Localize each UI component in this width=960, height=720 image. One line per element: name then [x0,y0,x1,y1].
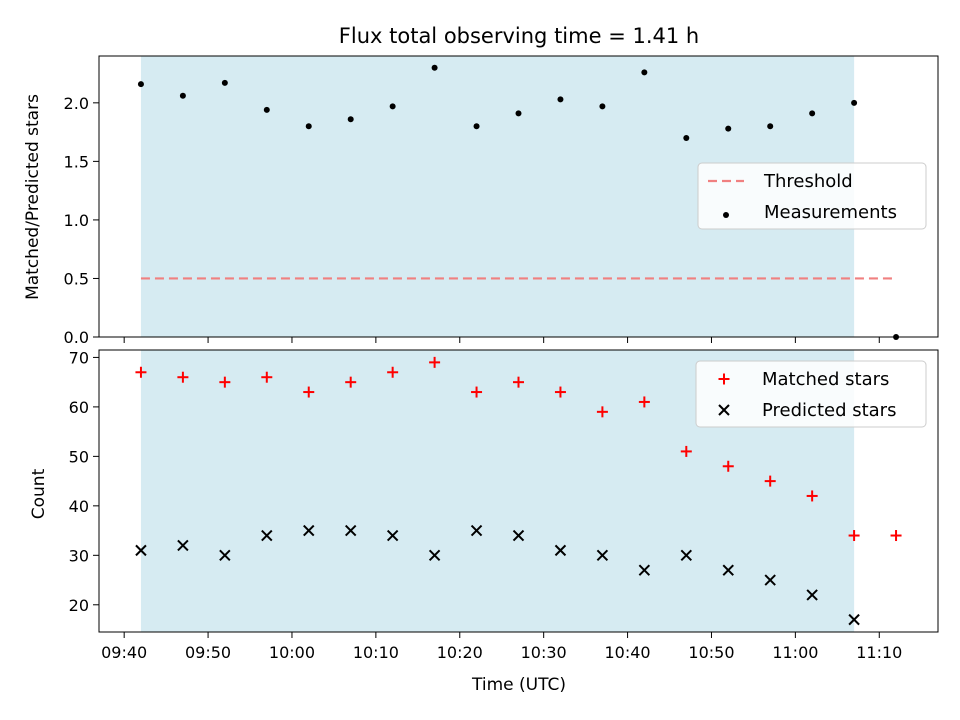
matched-stars-marker [135,366,147,378]
y-tick-label: 0.0 [64,328,89,347]
x-tick-label: 10:40 [605,643,651,662]
measurement-point [389,103,396,110]
predicted-stars-marker [470,524,483,537]
predicted-stars-marker [261,529,273,542]
y-tick-label: 0.5 [64,269,89,288]
measurement-point [431,64,438,71]
legend-box [695,360,927,428]
measurement-point [767,123,774,130]
y-tick-label: 1.0 [64,211,89,230]
x-tick-label: 10:50 [688,643,734,662]
predicted-stars-marker [680,549,693,562]
matched-stars-marker [680,445,692,457]
y-tick-label: 1.5 [64,152,89,171]
y-tick-label: 30 [69,546,89,565]
top-y-axis-label: Matched/Predicted stars [23,94,43,300]
matched-stars-marker [387,366,399,378]
predicted-stars-marker [806,589,818,601]
predicted-stars-marker [722,564,734,576]
measurement-point [137,81,144,88]
predicted-stars-marker [512,529,525,542]
predicted-stars-marker [386,529,399,542]
matched-stars-marker [596,406,608,418]
measurement-point [515,110,522,117]
predicted-stars-marker [638,564,651,576]
matched-stars-marker [303,386,315,398]
legend-label: Measurements [764,202,897,223]
matched-stars-marker [722,460,734,472]
matched-stars-marker [764,475,776,487]
measurement-point [179,92,186,99]
measurement-point [347,116,354,123]
predicted-stars-marker [554,544,567,557]
y-tick-label: 2.0 [64,94,89,113]
axes-frame [98,55,939,338]
x-tick-label: 09:40 [101,643,147,662]
x-tick-label: 10:30 [521,643,567,662]
predicted-stars-marker [764,574,776,586]
y-tick-label: 60 [69,398,89,417]
matched-stars-marker [890,530,902,542]
matched-stars-marker [219,376,231,388]
measurement-point [641,69,648,76]
x-tick-label: 09:50 [185,643,231,662]
matched-stars-marker [554,386,566,398]
measurement-point [221,79,228,86]
y-tick-label: 20 [69,596,89,615]
measurement-point [473,123,480,130]
matched-stars-marker [471,386,483,398]
matched-stars-marker [806,490,818,502]
top-panel: 0.0 0.5 1.0 1.5 2.0 Threshold Measurements [64,55,939,347]
matched-stars-marker [177,371,189,383]
bottom-panel: 09:40 09:50 10:00 10:10 10:20 10:30 10:40 10:50… [69,348,939,662]
predicted-stars-marker [135,544,147,557]
predicted-stars-marker [848,613,860,626]
predicted-stars-marker [177,539,189,552]
x-axis-label: Time (UTC) [471,675,566,695]
predicted-stars-marker [428,549,441,562]
legend-matched-swatch [718,373,730,385]
matched-stars-marker [429,356,441,368]
predicted-stars-marker [219,549,231,562]
matched-stars-marker [638,396,650,408]
axes-frame [98,349,939,633]
legend-box [697,162,927,230]
y-tick-label: 40 [69,497,89,516]
predicted-stars-marker [596,549,609,562]
predicted-stars-marker [303,524,315,537]
measurement-point [809,110,816,117]
legend-label: Predicted stars [762,400,896,421]
bottom-y-axis-label: Count [29,468,49,519]
chart-title: Flux total observing time = 1.41 h [339,24,699,48]
measurement-point [851,99,858,106]
matched-stars-marker [345,376,357,388]
x-tick-label: 11:10 [856,643,902,662]
x-tick-label: 10:10 [353,643,399,662]
x-tick-label: 10:20 [437,643,483,662]
measurement-point [305,123,312,130]
matched-stars-marker [513,376,524,388]
y-tick-label: 70 [69,348,89,367]
legend-label: Matched stars [762,369,889,390]
measurement-point [725,125,732,132]
measurement-point [599,103,606,110]
legend-predicted-swatch [718,404,730,416]
x-tick-label: 10:00 [269,643,315,662]
matched-stars-marker [848,530,860,542]
matched-stars-marker [261,371,273,383]
measurement-point [557,96,564,103]
y-tick-label: 50 [69,447,89,466]
x-tick-label: 11:00 [772,643,818,662]
measurement-point [263,106,270,113]
legend-label: Threshold [763,171,853,192]
measurement-point [683,134,690,141]
legend-measurement-swatch [723,212,729,218]
predicted-stars-marker [344,524,357,537]
